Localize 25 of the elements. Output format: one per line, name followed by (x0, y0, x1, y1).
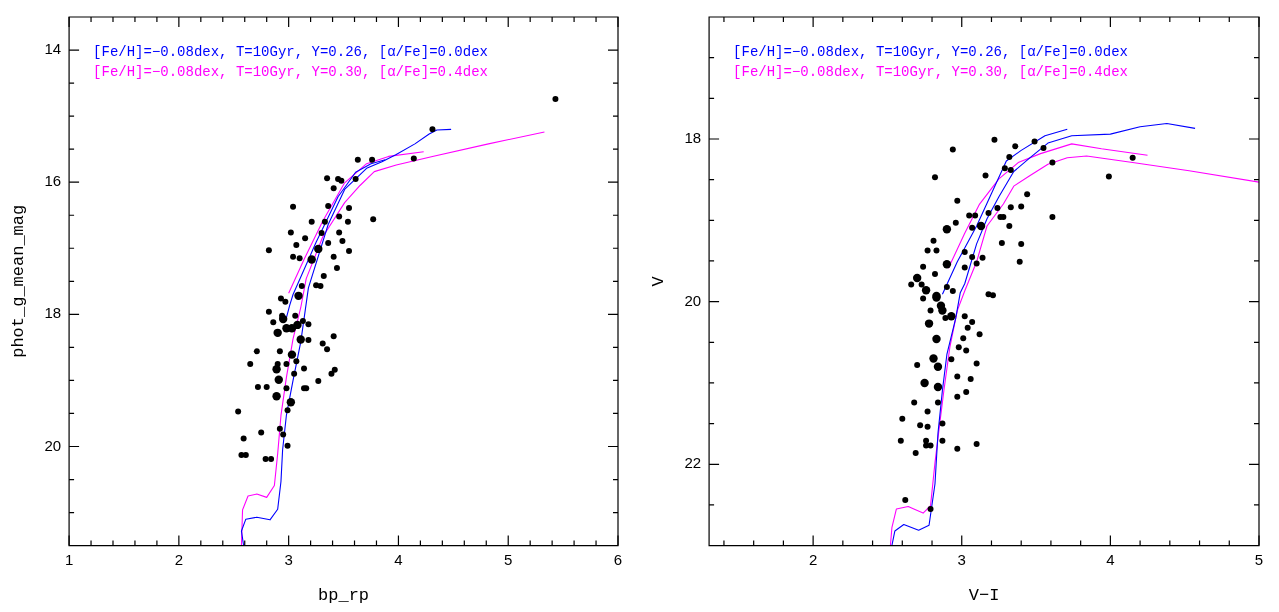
y-axis-title: phot_g_mean_mag (8, 204, 28, 358)
x-tick-label: 4 (1106, 550, 1115, 568)
y-tick-label: 14 (44, 40, 62, 58)
y-tick-label: 18 (44, 304, 62, 322)
text: [Fe/H]=−0.08dex, T=10Gyr, Y=0.30, [α/Fe]=0.4dex (93, 63, 488, 80)
x-tick-label: 2 (808, 550, 818, 568)
y-tick-label: 18 (684, 129, 702, 147)
x-tick-label: 3 (284, 550, 293, 568)
y-tick-label: 20 (44, 436, 62, 454)
y-axis-title: V (648, 275, 668, 287)
x-tick-label: 1 (64, 550, 74, 568)
text: [Fe/H]=−0.08dex, T=10Gyr, Y=0.30, [α/Fe]=0.4dex (733, 63, 1128, 80)
x-tick-label: 2 (174, 550, 184, 568)
x-tick-label: 4 (394, 550, 403, 568)
x-tick-label: 3 (957, 550, 966, 568)
x-tick-label: 6 (613, 550, 623, 568)
y-tick-label: 22 (684, 454, 702, 472)
text: [Fe/H]=−0.08dex, T=10Gyr, Y=0.26, [α/Fe]=0.0dex (733, 43, 1128, 60)
x-axis-title: bp_rp (318, 586, 370, 606)
x-axis-title: V−I (968, 586, 1000, 606)
y-tick-label: 20 (684, 291, 702, 309)
x-tick-label: 5 (1254, 550, 1264, 568)
x-tick-label: 5 (504, 550, 513, 568)
y-tick-label: 16 (44, 172, 62, 190)
text: [Fe/H]=−0.08dex, T=10Gyr, Y=0.26, [α/Fe]=0.0dex (93, 43, 488, 60)
